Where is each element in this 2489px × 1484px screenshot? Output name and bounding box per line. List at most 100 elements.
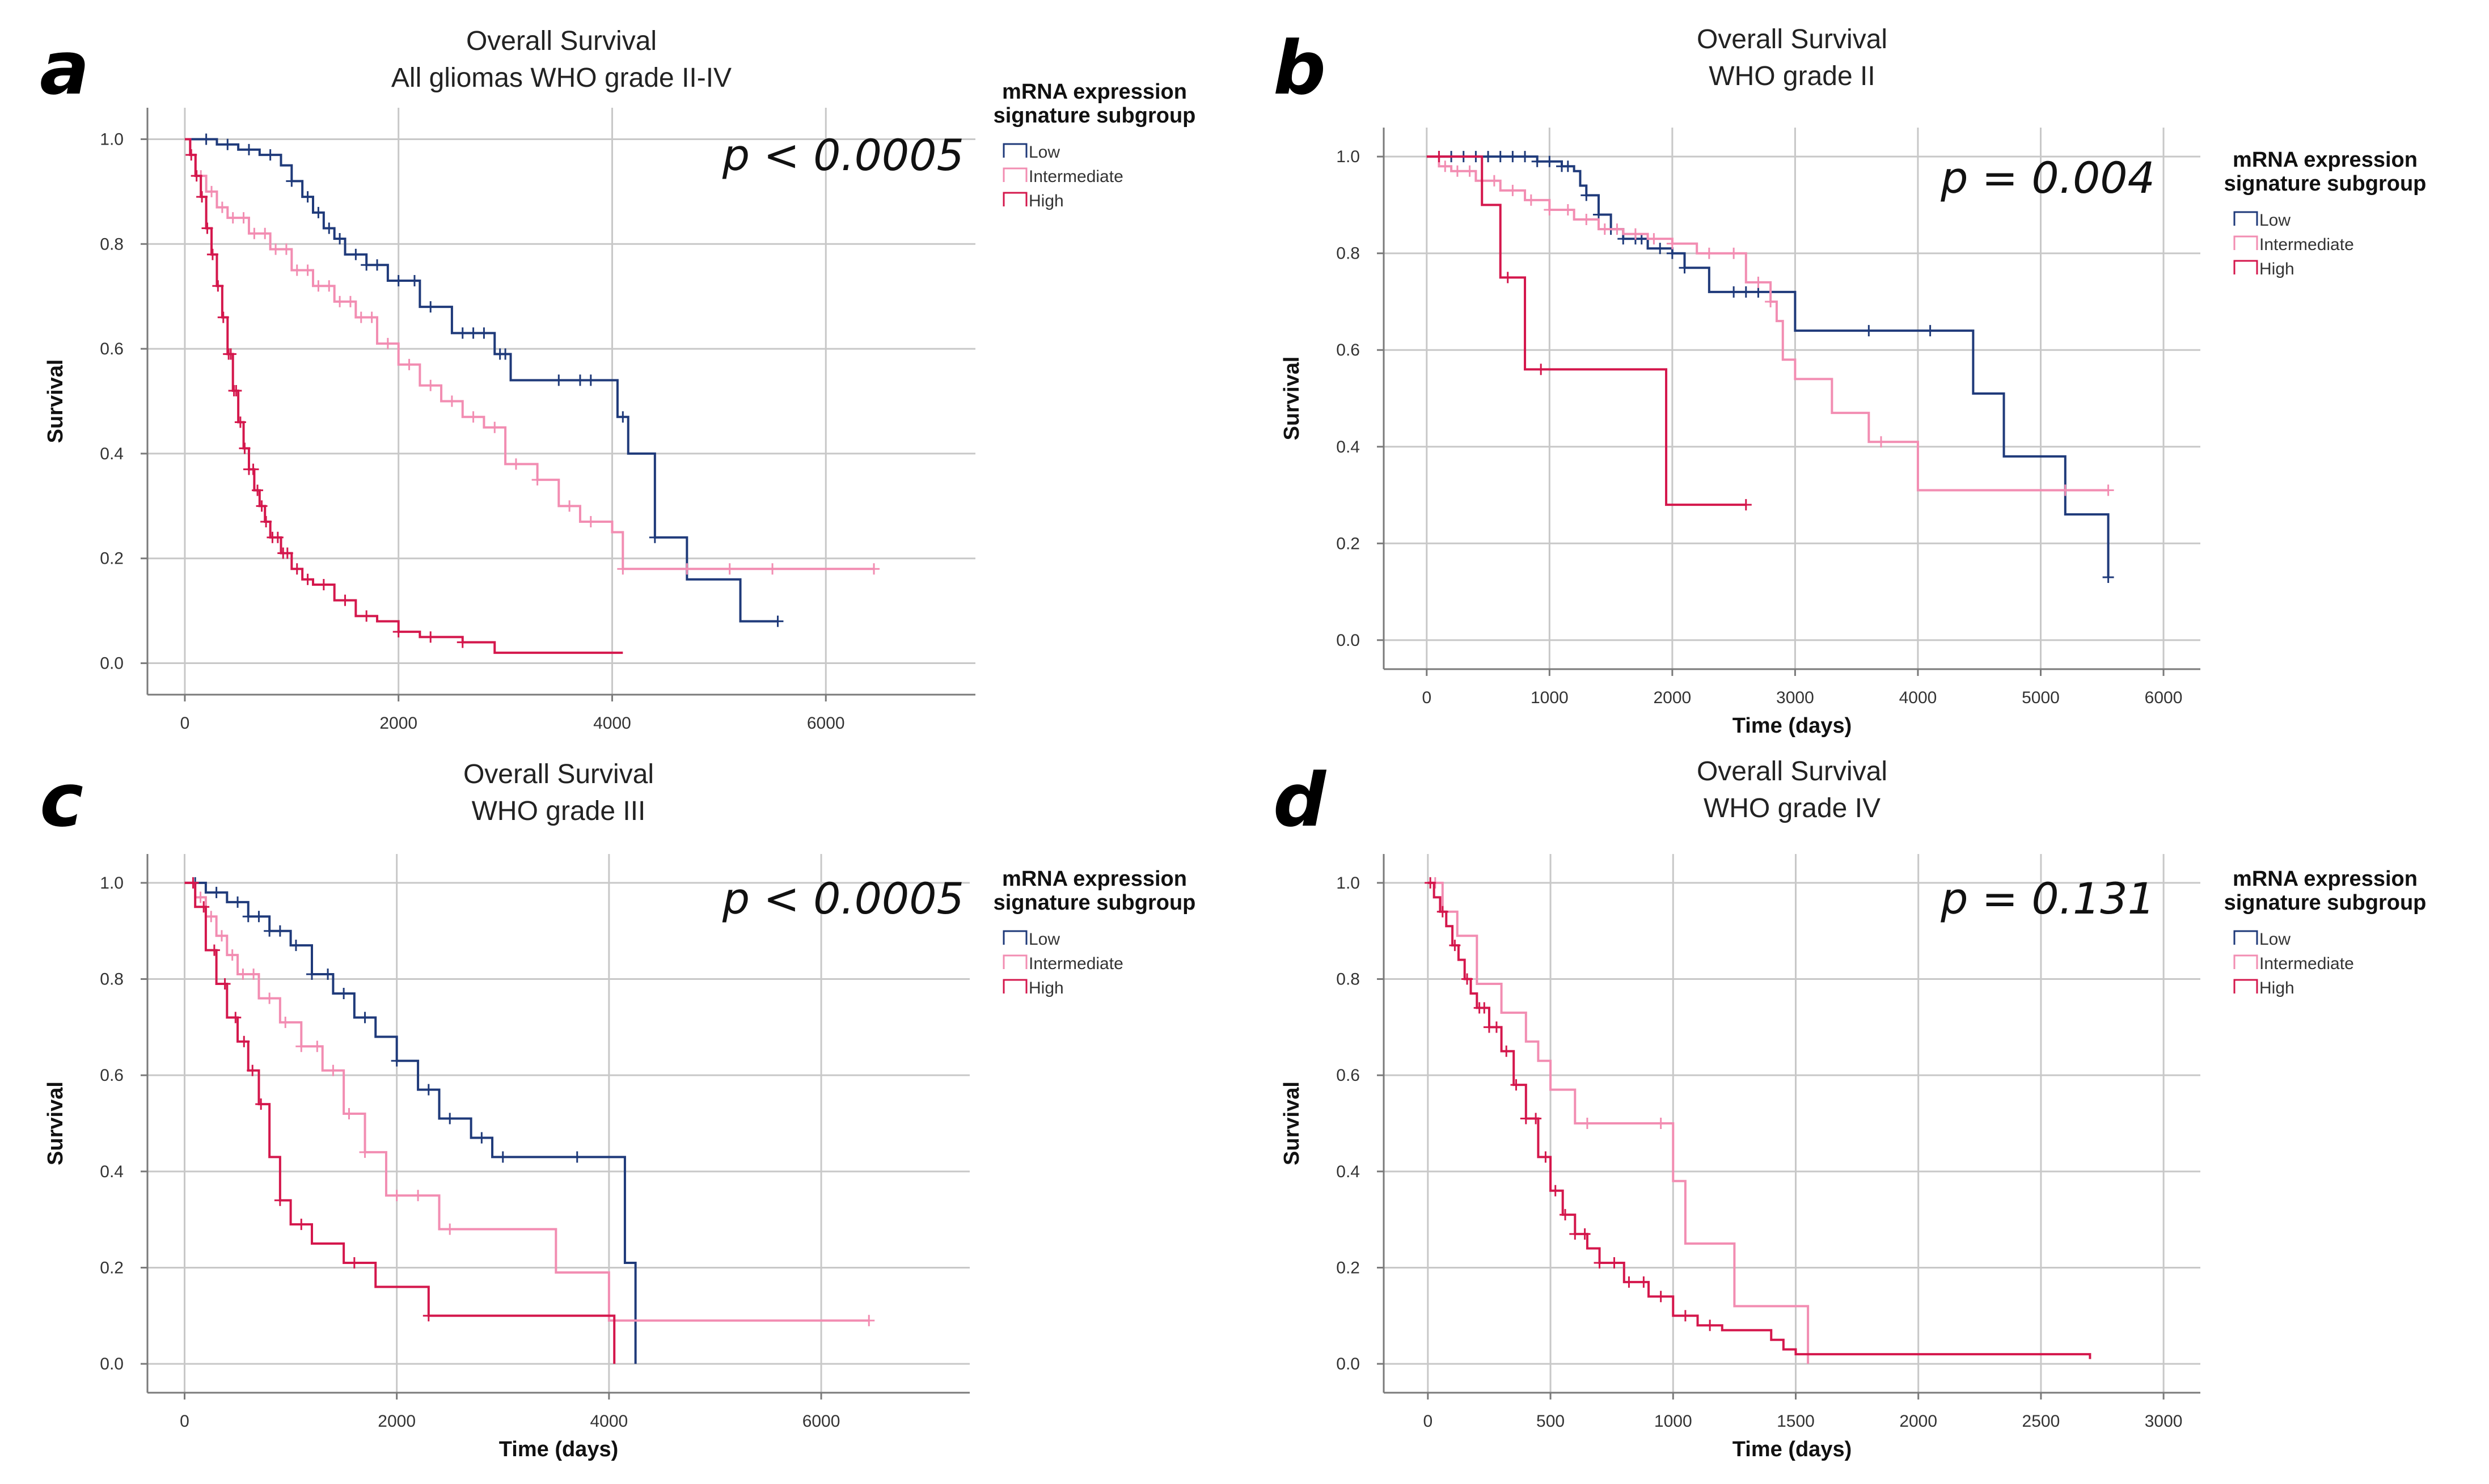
series-intermediate [1426,155,2114,496]
censor-mark [1611,223,1623,235]
censor-mark [1623,1276,1635,1288]
censor-mark [1703,247,1715,259]
censor-mark [361,610,373,622]
y-tick-label: 1.0 [100,874,124,893]
censor-mark [219,978,231,990]
censor-mark [227,212,239,224]
legend-swatch-low [1003,143,1028,158]
censor-mark [868,563,880,575]
y-tick-label: 0.6 [100,1066,124,1085]
censor-mark [206,185,218,197]
y-axis-title: Survival [1280,357,1304,441]
censor-mark [205,911,217,923]
censor-mark [531,474,543,486]
censor-mark [444,1113,456,1124]
y-tick-label: 0.6 [1336,1066,1360,1085]
y-axis-title: Survival [1280,1081,1304,1165]
y-tick-label: 0.6 [1336,341,1360,360]
censor-mark [571,1151,583,1163]
censor-mark [255,1098,267,1110]
km-curve-high [184,138,623,654]
km-curve-low [184,138,778,623]
series-intermediate [184,138,880,575]
censor-mark [272,531,284,543]
y-axis-title: Survival [44,1081,67,1165]
censor-mark [344,295,356,307]
legend-swatch-intermediate [1003,167,1028,182]
x-tick-label: 1500 [1777,1412,1815,1431]
censor-mark [306,969,318,980]
censor-mark [247,1064,259,1076]
censor-mark [1579,1228,1591,1240]
legend-label-high: High [2259,979,2294,997]
x-tick-label: 1000 [1531,688,1569,707]
y-tick-label: 1.0 [1336,874,1360,893]
legend-label-intermediate: Intermediate [2259,954,2354,973]
legend-label-low: Low [1029,143,1060,162]
censor-mark [446,395,458,407]
censor-mark [274,1194,286,1206]
chart-title-line: All gliomas WHO grade II-IV [391,63,732,93]
censor-mark [239,442,251,454]
legend-swatch-intermediate [1003,954,1028,969]
legend-label-low: Low [1029,930,1060,949]
x-tick-label: 0 [1423,1412,1432,1431]
censor-mark [290,940,302,952]
censor-mark [1924,325,1936,337]
censor-mark [338,987,350,999]
censor-mark [1608,1257,1620,1269]
km-curve-low [1426,155,2110,577]
censor-mark [1502,272,1514,284]
censor-mark [1581,1118,1593,1129]
censor-mark [510,458,522,470]
legend-title-line: signature subgroup [994,891,1196,915]
censor-mark [281,547,293,559]
censor-mark [334,295,346,307]
censor-mark [1740,286,1752,298]
censor-mark [322,969,334,980]
censor-mark [392,274,404,286]
chart-title-line: Overall Survival [466,26,657,56]
chart-svg: 0 2000 4000 6000 0.0 0.2 0.4 0.6 0.8 1.0 Time (day… [40,757,1196,1461]
censor-mark [500,348,512,360]
x-tick-label: 6000 [807,714,845,733]
p-value-label: p = 0.004 [1940,153,2155,203]
legend-swatch-intermediate [2233,235,2258,250]
censor-mark [1425,877,1436,889]
censor-mark [215,930,227,942]
p-value-label: p < 0.0005 [722,130,964,180]
x-tick-label: 3000 [1776,688,1814,707]
y-tick-label: 0.6 [100,340,124,358]
censor-mark [1638,1276,1650,1288]
y-tick-label: 0.2 [1336,534,1360,553]
censor-mark [392,626,404,638]
censor-mark [1488,175,1500,187]
censor-mark [1494,151,1506,163]
censor-mark [681,563,693,575]
censor-mark [208,944,220,956]
km-curve-high [1426,155,1746,506]
censor-mark [1599,223,1611,235]
censor-mark [1562,160,1574,172]
censor-mark [242,911,254,923]
censor-mark [1433,151,1445,163]
censor-mark [1863,325,1875,337]
legend-swatch-high [1003,979,1028,993]
chart-title-line: WHO grade III [472,796,646,826]
p-value-label: p = 0.131 [1940,873,2155,924]
chart-title-line: Overall Survival [1697,756,1887,787]
censor-mark [264,925,276,937]
y-tick-label: 0.8 [100,970,124,989]
censor-mark [1530,1113,1542,1124]
x-tick-label: 1000 [1654,1412,1692,1431]
censor-mark [585,374,597,386]
censor-mark [1765,295,1777,307]
censor-mark [302,191,314,203]
censor-mark [1752,286,1764,298]
censor-mark [408,274,420,286]
legend-title-line: mRNA expression [1002,80,1187,104]
chart-panel-d: 0 500 1000 1500 2000 2500 3000 0.0 0.2 0.4 0.6 0.8 1… [1242,741,2489,1481]
